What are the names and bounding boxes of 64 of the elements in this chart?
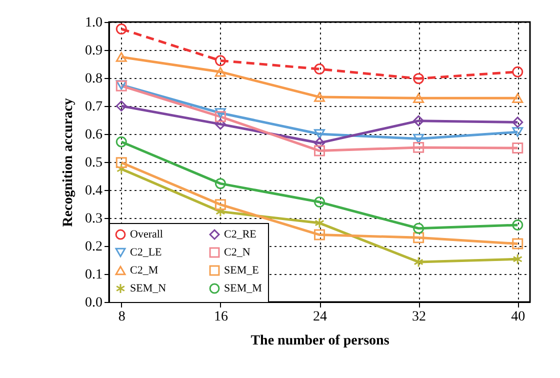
x-tick-label: 8 (118, 310, 126, 324)
point (512, 254, 522, 265)
point (116, 100, 127, 112)
legend-label: Overall (130, 228, 163, 241)
point (214, 111, 226, 122)
x-axis-title: The number of persons (250, 334, 390, 348)
point (413, 93, 424, 104)
legend-label: SEM_E (224, 264, 260, 276)
point (314, 92, 325, 102)
point (214, 178, 226, 190)
point (413, 232, 424, 244)
y-tick-label: 0.8 (85, 72, 102, 86)
point (314, 129, 325, 139)
point (116, 164, 126, 174)
y-tick-label: 0.0 (85, 296, 102, 310)
point (512, 66, 524, 78)
point (413, 222, 424, 234)
legend-label: SEM_N (130, 282, 166, 294)
point (214, 66, 226, 77)
x-tick-label: 24 (313, 310, 327, 324)
point (413, 73, 424, 84)
y-tick-label: 0.5 (85, 156, 102, 170)
point (512, 127, 524, 137)
y-tick-label: 0.9 (85, 44, 102, 58)
point (512, 142, 524, 154)
point (214, 199, 226, 210)
point (214, 108, 226, 118)
y-tick-label: 0.2 (85, 240, 102, 254)
point (512, 238, 524, 250)
point (116, 24, 127, 34)
point (512, 93, 524, 104)
legend-label: C2_LE (130, 246, 162, 258)
point (214, 55, 226, 66)
x-tick-label: 16 (214, 310, 228, 324)
y-tick-label: 0.3 (85, 212, 102, 226)
legend-label: C2_RE (224, 228, 257, 241)
point (314, 196, 325, 208)
point (314, 218, 324, 229)
y-tick-label: 0.1 (85, 268, 102, 282)
point (414, 256, 424, 268)
y-tick-label: 0.4 (85, 184, 102, 198)
point (116, 157, 127, 168)
y-axis-title: Recognition accuracy (61, 98, 76, 227)
point (314, 145, 325, 156)
y-tick-label: 0.7 (85, 100, 102, 114)
legend-label: C2_M (130, 264, 158, 276)
point (116, 52, 127, 62)
point (314, 64, 325, 75)
y-tick-label: 1.0 (85, 16, 102, 30)
legend-label: C2_N (224, 246, 250, 258)
legend-label: SEM_M (224, 282, 262, 294)
x-tick-label: 40 (511, 310, 526, 324)
y-tick-label: 0.6 (85, 128, 102, 142)
point (116, 136, 127, 148)
point (413, 115, 424, 126)
point (512, 220, 524, 230)
x-tick-label: 32 (412, 310, 426, 324)
point (512, 116, 524, 128)
point (214, 118, 226, 130)
point (216, 206, 226, 218)
point (314, 229, 325, 240)
point (314, 137, 325, 148)
point (413, 142, 424, 153)
point (413, 134, 424, 144)
